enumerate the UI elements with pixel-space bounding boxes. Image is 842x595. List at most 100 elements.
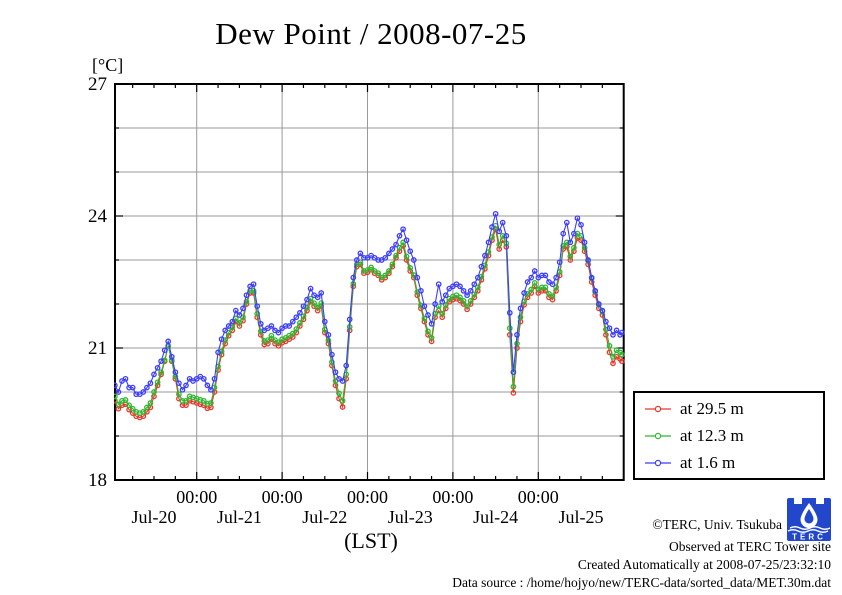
data-point bbox=[539, 284, 545, 291]
data-point bbox=[542, 272, 549, 279]
data-point bbox=[126, 402, 132, 409]
data-point bbox=[474, 284, 481, 291]
data-point bbox=[460, 298, 467, 304]
data-point bbox=[275, 329, 282, 336]
data-point bbox=[265, 340, 271, 347]
data-point bbox=[257, 320, 264, 327]
y-tick-label: 21 bbox=[88, 338, 107, 359]
legend-label: at 12.3 m bbox=[680, 425, 744, 445]
data-point bbox=[329, 351, 335, 358]
data-point bbox=[225, 323, 232, 329]
data-point bbox=[236, 323, 243, 329]
data-point bbox=[211, 375, 218, 382]
data-point bbox=[339, 378, 346, 384]
data-point bbox=[571, 230, 577, 237]
data-point bbox=[389, 246, 396, 252]
data-point bbox=[457, 294, 463, 301]
data-point bbox=[286, 323, 293, 329]
data-point bbox=[613, 327, 620, 334]
data-point bbox=[560, 230, 567, 237]
x-day-label: Jul-22 bbox=[302, 507, 347, 527]
x-day-label: Jul-20 bbox=[132, 507, 177, 527]
data-point bbox=[318, 290, 325, 296]
data-point bbox=[140, 408, 147, 415]
data-point bbox=[232, 307, 239, 314]
data-point bbox=[471, 291, 478, 298]
y-axis-unit-label: [°C] bbox=[92, 55, 124, 75]
data-point bbox=[339, 404, 346, 410]
data-point bbox=[464, 303, 470, 310]
data-point bbox=[496, 241, 503, 248]
data-point bbox=[151, 389, 157, 395]
data-point bbox=[393, 241, 399, 248]
legend-box: at 29.5 m at 12.3 m at 1.6 m bbox=[633, 391, 825, 480]
data-point bbox=[567, 253, 574, 260]
data-point bbox=[114, 382, 118, 389]
data-point bbox=[375, 270, 382, 277]
data-point bbox=[489, 224, 495, 230]
data-point bbox=[332, 369, 339, 376]
data-point bbox=[382, 254, 389, 261]
series-at-12-3-m bbox=[114, 222, 625, 416]
data-point bbox=[307, 285, 314, 292]
data-point bbox=[204, 401, 211, 407]
data-point bbox=[482, 252, 488, 259]
data-point bbox=[336, 390, 342, 397]
data-point bbox=[474, 274, 481, 281]
data-point bbox=[129, 405, 136, 412]
x-time-label: 00:00 bbox=[176, 487, 217, 507]
data-point bbox=[133, 391, 140, 398]
data-point bbox=[400, 226, 406, 233]
data-point bbox=[457, 297, 463, 304]
datasource-text: Data source : /home/hojyo/new/TERC-data/… bbox=[452, 575, 831, 590]
data-point bbox=[464, 292, 470, 299]
data-point bbox=[158, 358, 164, 365]
data-point bbox=[129, 384, 136, 391]
data-point bbox=[588, 274, 595, 281]
data-point bbox=[265, 337, 271, 343]
data-point bbox=[467, 287, 474, 294]
data-point bbox=[250, 287, 257, 294]
data-point bbox=[386, 250, 392, 257]
created-text: Created Automatically at 2008-07-25/23:3… bbox=[577, 557, 831, 572]
terc-logo-icon: TERC bbox=[787, 498, 831, 541]
data-point bbox=[432, 301, 438, 307]
data-point bbox=[517, 305, 524, 312]
data-point bbox=[204, 382, 211, 389]
data-point bbox=[581, 239, 588, 246]
data-point bbox=[154, 379, 161, 386]
data-point bbox=[289, 318, 296, 325]
data-point bbox=[339, 397, 346, 404]
data-point bbox=[499, 219, 506, 226]
data-point bbox=[442, 302, 449, 308]
data-point bbox=[325, 331, 332, 338]
data-point bbox=[549, 281, 556, 288]
legend-item: at 12.3 m bbox=[643, 422, 823, 449]
data-point bbox=[122, 375, 129, 382]
data-point bbox=[407, 248, 414, 255]
data-point bbox=[218, 336, 225, 343]
data-point bbox=[421, 315, 428, 322]
x-day-label: Jul-21 bbox=[217, 507, 262, 527]
data-point bbox=[439, 298, 446, 305]
data-point bbox=[346, 316, 353, 323]
data-point bbox=[581, 244, 588, 251]
data-point bbox=[510, 390, 517, 396]
data-point bbox=[610, 360, 616, 367]
data-point bbox=[457, 283, 463, 290]
data-point bbox=[236, 312, 243, 318]
data-point bbox=[524, 279, 531, 285]
data-point bbox=[421, 303, 428, 310]
data-point bbox=[428, 338, 435, 345]
data-point bbox=[428, 320, 435, 327]
data-point bbox=[425, 328, 431, 335]
data-point bbox=[542, 284, 549, 291]
data-point bbox=[200, 397, 207, 404]
data-point bbox=[556, 259, 563, 266]
data-point bbox=[414, 274, 421, 281]
data-point bbox=[321, 318, 328, 325]
data-point bbox=[144, 404, 150, 411]
y-tick-label: 18 bbox=[88, 470, 107, 491]
data-point bbox=[403, 237, 410, 244]
